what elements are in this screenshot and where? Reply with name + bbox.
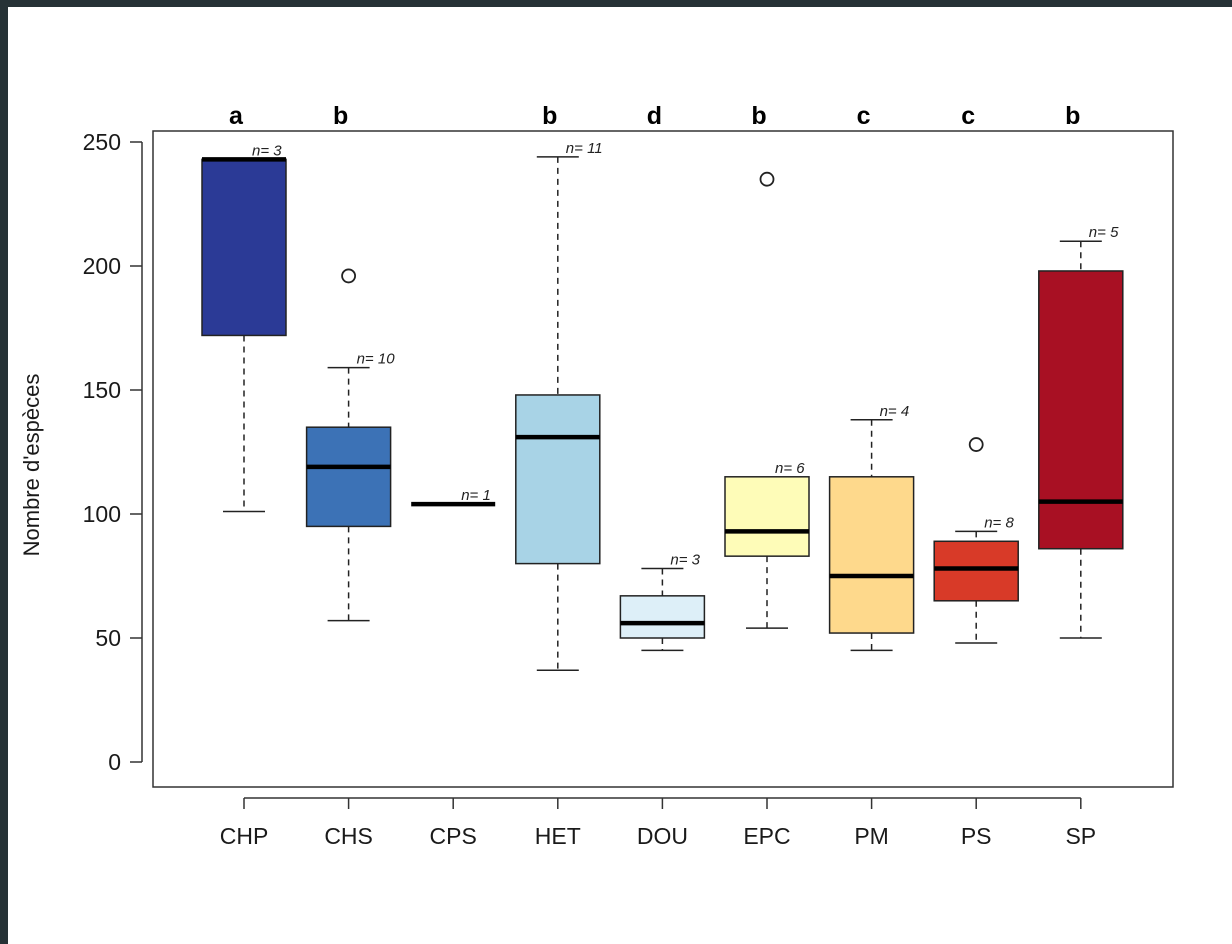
x-tick-label: EPC bbox=[743, 823, 790, 849]
group-letter: c bbox=[961, 102, 975, 130]
n-label: n= 11 bbox=[566, 140, 603, 157]
box-dou bbox=[619, 595, 706, 639]
box-group-sp: n= 5 b bbox=[1038, 102, 1124, 639]
n-label: n= 4 bbox=[880, 403, 910, 420]
y-tick-label: 150 bbox=[83, 377, 121, 403]
box-pm bbox=[828, 476, 915, 634]
n-label: n= 3 bbox=[670, 552, 700, 569]
n-label: n= 6 bbox=[775, 460, 805, 477]
group-letter: a bbox=[229, 102, 244, 130]
group-letter: b bbox=[1065, 102, 1080, 130]
y-tick-label: 200 bbox=[83, 253, 121, 279]
outlier-point bbox=[341, 268, 357, 284]
box-group-het: n= 11 b bbox=[515, 102, 603, 671]
box-group-epc: n= 6 b bbox=[724, 102, 810, 629]
y-tick-label: 50 bbox=[95, 625, 121, 651]
y-tick-label: 250 bbox=[83, 129, 121, 155]
x-tick-label: SP bbox=[1065, 823, 1096, 849]
x-tick-label: PS bbox=[961, 823, 992, 849]
box-ps bbox=[933, 540, 1019, 602]
group-letter: b bbox=[542, 102, 557, 130]
plot-frame bbox=[152, 130, 1174, 788]
x-tick-label: PM bbox=[854, 823, 889, 849]
group-letter: c bbox=[857, 102, 871, 130]
n-label: n= 10 bbox=[357, 351, 396, 368]
box-chs bbox=[305, 426, 392, 528]
group-letter: b bbox=[333, 102, 348, 130]
n-label: n= 8 bbox=[984, 514, 1014, 531]
outlier-point bbox=[968, 437, 984, 452]
n-label: n= 5 bbox=[1089, 224, 1119, 241]
box-group-cps: n= 1 bbox=[411, 487, 496, 507]
box-chp bbox=[201, 158, 287, 337]
x-axis: CHP CHS CPS HET DOU EPC PM PS SP bbox=[220, 797, 1096, 849]
x-tick-label: DOU bbox=[637, 823, 688, 849]
x-tick-label: CPS bbox=[430, 823, 477, 849]
box-het bbox=[515, 394, 601, 565]
boxplot-chart: 0 50 100 150 200 250 CHP CHS CPS HET DOU EPC PM PS SP… bbox=[19, 102, 1174, 849]
box-group-chs: n= 10 b bbox=[305, 102, 396, 622]
y-axis-label: Nombre d'espèces bbox=[19, 374, 44, 557]
box-group-chp: n= 3 a bbox=[201, 102, 287, 513]
y-axis: 0 50 100 150 200 250 bbox=[83, 129, 143, 775]
box-sp bbox=[1038, 270, 1124, 550]
y-tick-label: 100 bbox=[83, 501, 121, 527]
group-letter: d bbox=[647, 102, 662, 130]
box-group-ps: n= 8 c bbox=[933, 102, 1019, 644]
chart-canvas: 0 50 100 150 200 250 CHP CHS CPS HET DOU EPC PM PS SP… bbox=[8, 7, 1232, 944]
x-tick-label: CHS bbox=[324, 823, 373, 849]
y-tick-label: 0 bbox=[108, 749, 121, 775]
x-tick-label: CHP bbox=[220, 823, 269, 849]
x-tick-label: HET bbox=[535, 823, 581, 849]
box-group-dou: n= 3 d bbox=[619, 102, 706, 652]
box-group-pm: n= 4 c bbox=[828, 102, 915, 652]
box-epc bbox=[724, 476, 810, 557]
group-letter: b bbox=[751, 102, 766, 130]
n-label: n= 1 bbox=[461, 487, 491, 504]
n-label: n= 3 bbox=[252, 142, 282, 159]
outlier-point bbox=[759, 171, 775, 187]
